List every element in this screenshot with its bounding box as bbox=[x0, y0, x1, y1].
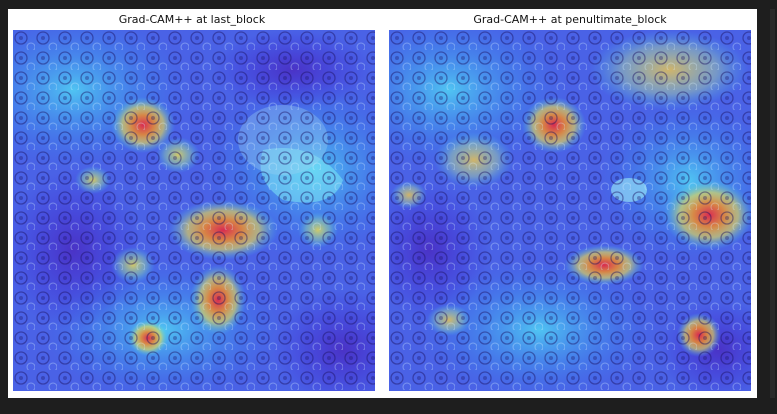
heatmap-image-penultimate-block bbox=[389, 30, 751, 391]
figure-canvas: Grad-CAM++ at last_block Grad-CAM++ at p… bbox=[8, 9, 757, 398]
panel-title-penultimate-block: Grad-CAM++ at penultimate_block bbox=[473, 13, 667, 26]
panel-title-last-block: Grad-CAM++ at last_block bbox=[118, 13, 266, 26]
heatmap-image-last-block bbox=[13, 30, 375, 391]
vertical-scrollbar[interactable] bbox=[770, 9, 775, 398]
